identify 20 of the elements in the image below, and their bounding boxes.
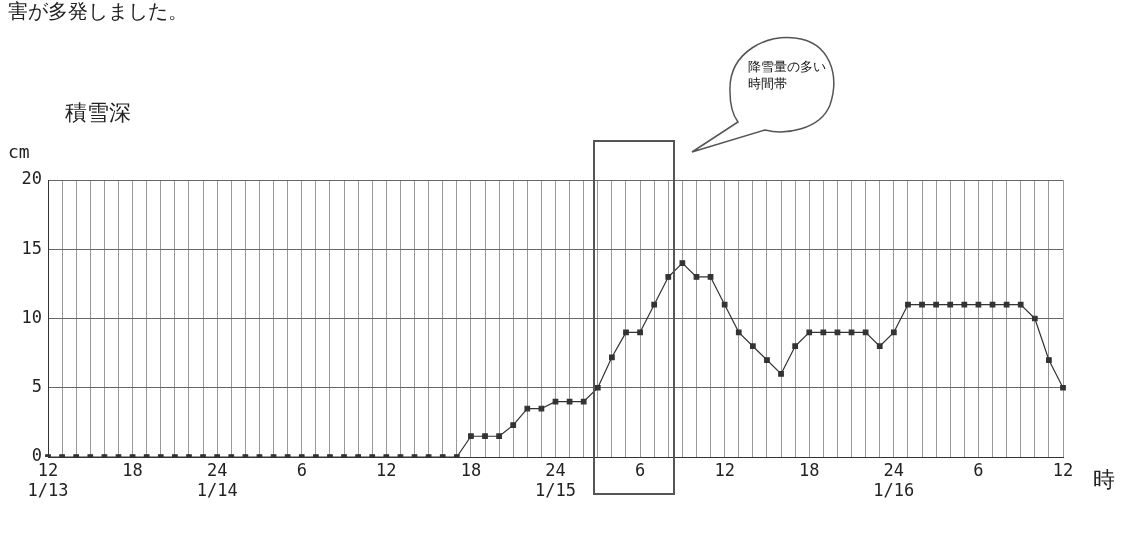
x-tick-label: 12 (376, 459, 397, 480)
x-tick-label: 18 (799, 459, 820, 480)
x-tick-label: 24 1/15 (535, 459, 576, 501)
x-tick-label: 6 (973, 459, 984, 480)
x-tick-label: 12 (714, 459, 735, 480)
y-tick-label: 10 (21, 306, 42, 327)
x-tick-label: 18 (460, 459, 482, 480)
x-tick-label: 6 (296, 459, 307, 480)
text: 降雪量の多い時間帯 (748, 58, 827, 92)
x-tick-label: 24 1/14 (196, 459, 238, 501)
text: 積雪深 cm (8, 100, 131, 162)
x-tick-label: 12 (1052, 459, 1074, 480)
y-tick-label: 5 (31, 376, 42, 397)
x-tick-label: 24 1/16 (873, 459, 915, 501)
y-tick-label: 20 (21, 168, 42, 189)
text: 害が多発しました。 (8, 0, 188, 25)
x-tick-label: 18 (122, 459, 143, 480)
y-tick-label: 15 (21, 237, 42, 258)
x-tick-label: 6 (634, 459, 646, 480)
x-axis-title: 時 (1093, 467, 1115, 492)
